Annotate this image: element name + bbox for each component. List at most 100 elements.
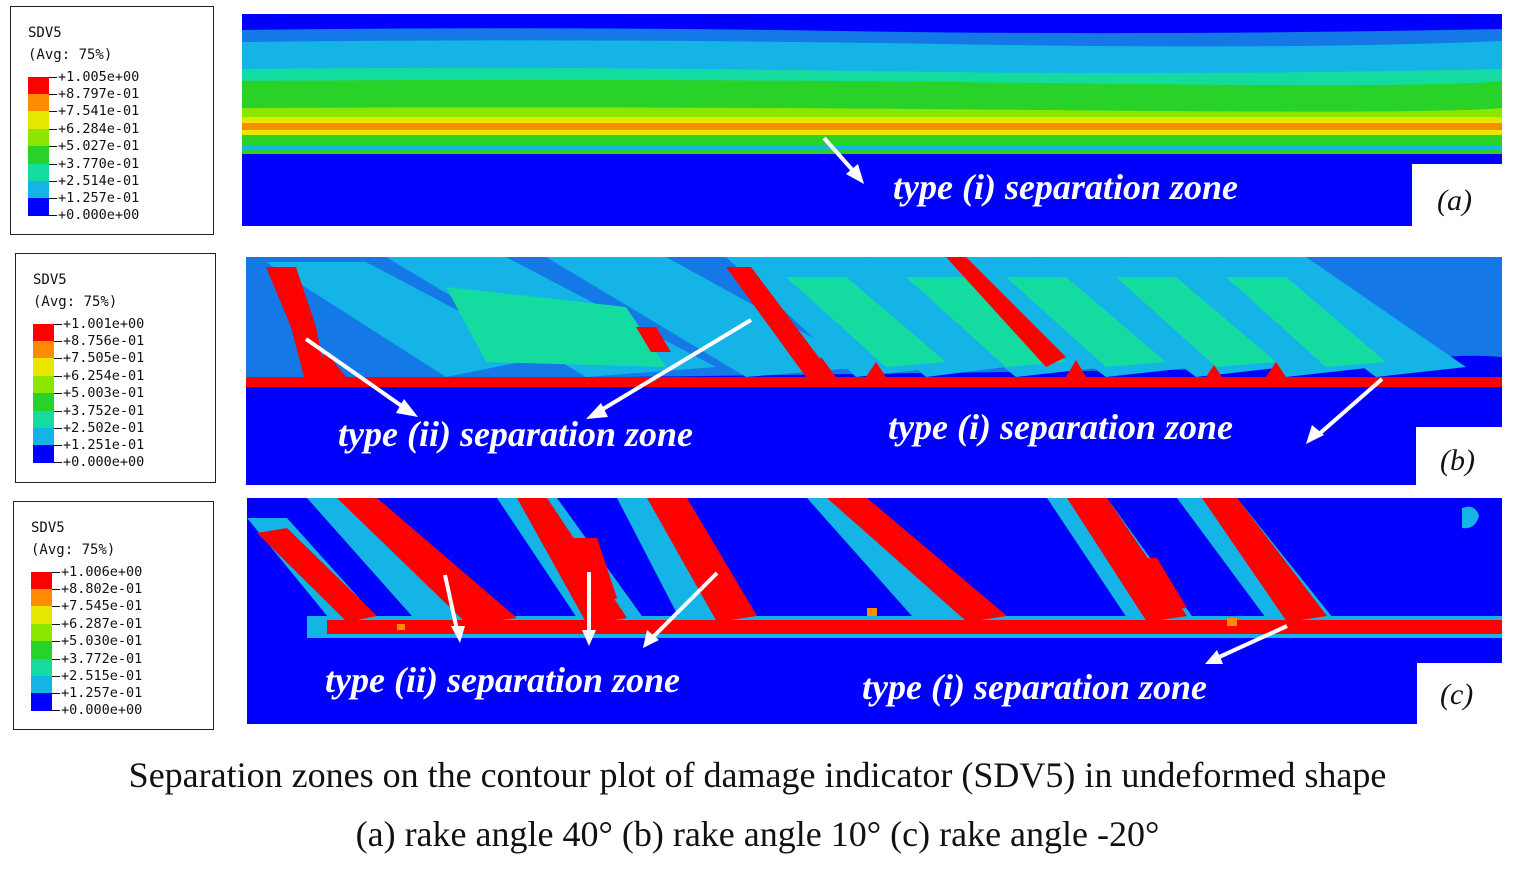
legend-swatch	[31, 589, 52, 606]
legend-value: +3.770e-01	[58, 156, 140, 172]
legend-tick	[49, 198, 57, 199]
legend-tick	[54, 358, 62, 359]
legend-title: SDV5	[28, 25, 62, 41]
panel-tag-c: (c)	[1440, 678, 1474, 711]
legend-tick	[52, 589, 60, 590]
legend-tick	[52, 659, 60, 660]
annotation-type-ii-b: type (ii) separation zone	[338, 414, 693, 454]
legend-value: +2.514e-01	[58, 173, 140, 189]
legend-value: +7.545e-01	[61, 598, 143, 614]
legend-swatch	[28, 181, 49, 198]
contour-plot-b	[246, 257, 1502, 485]
legend-tick	[54, 393, 62, 394]
legend-tick	[52, 624, 60, 625]
legend-value: +1.251e-01	[63, 437, 145, 453]
legend-value: +0.000e+00	[58, 207, 140, 223]
legend-tick	[54, 376, 62, 377]
legend-tick	[54, 428, 62, 429]
legend-value: +0.000e+00	[61, 702, 143, 718]
legend-swatch	[31, 676, 52, 693]
contour-plot-b-image	[246, 257, 1502, 485]
legend-value: +8.756e-01	[63, 333, 145, 349]
legend-tick	[49, 181, 57, 182]
legend-swatch	[28, 77, 49, 94]
legend-tick	[49, 146, 57, 147]
legend-swatch	[33, 393, 54, 411]
legend-color-bar	[33, 324, 54, 463]
legend-title: SDV5	[33, 272, 67, 288]
legend-swatch	[31, 659, 52, 676]
legend-value: +2.515e-01	[61, 668, 143, 684]
figure-caption-line-2: (a) rake angle 40° (b) rake angle 10° (c…	[355, 814, 1160, 854]
legend-tick	[49, 129, 57, 130]
annotation-type-ii-c: type (ii) separation zone	[325, 660, 680, 700]
legend-tick	[54, 445, 62, 446]
legend-swatch	[31, 693, 52, 711]
legend-a: SDV5 (Avg: 75%) +1.005e+00 +8.797e-01 +7…	[10, 6, 214, 235]
contour-plot-a-image	[242, 14, 1502, 226]
legend-tick	[49, 94, 57, 95]
legend-color-bar	[31, 572, 52, 711]
legend-tick	[52, 572, 60, 573]
legend-b: SDV5 (Avg: 75%) +1.001e+00 +8.756e-01 +7…	[15, 253, 216, 483]
legend-swatch	[33, 445, 54, 463]
legend-swatch	[28, 129, 49, 146]
legend-tick	[54, 341, 62, 342]
legend-value: +5.030e-01	[61, 633, 143, 649]
legend-tick	[52, 710, 60, 711]
legend-tick	[52, 641, 60, 642]
legend-tick	[49, 215, 57, 216]
legend-value: +5.027e-01	[58, 138, 140, 154]
legend-value: +6.254e-01	[63, 368, 145, 384]
legend-value: +6.287e-01	[61, 616, 143, 632]
legend-swatch	[28, 198, 49, 216]
legend-value: +3.772e-01	[61, 651, 143, 667]
legend-value: +5.003e-01	[63, 385, 145, 401]
legend-tick	[49, 164, 57, 165]
legend-swatch	[31, 606, 52, 624]
legend-tick	[52, 693, 60, 694]
legend-value: +7.541e-01	[58, 103, 140, 119]
legend-swatch	[33, 358, 54, 376]
legend-value: +3.752e-01	[63, 403, 145, 419]
panel-tag-b: (b)	[1440, 444, 1475, 477]
legend-subtitle: (Avg: 75%)	[28, 47, 113, 63]
legend-value: +1.257e-01	[58, 190, 140, 206]
legend-tick	[52, 676, 60, 677]
legend-color-bar	[28, 77, 49, 216]
annotation-type-i-c: type (i) separation zone	[862, 667, 1207, 707]
figure-caption-line-1: Separation zones on the contour plot of …	[128, 755, 1387, 795]
legend-tick	[49, 77, 57, 78]
legend-swatch	[28, 164, 49, 181]
legend-value: +6.284e-01	[58, 121, 140, 137]
contour-plot-c	[247, 498, 1502, 724]
legend-swatch	[33, 341, 54, 358]
legend-tick	[49, 111, 57, 112]
legend-subtitle: (Avg: 75%)	[31, 542, 116, 558]
contour-plot-a	[242, 14, 1502, 226]
annotation-type-i-b: type (i) separation zone	[888, 407, 1233, 447]
legend-swatch	[33, 428, 54, 445]
legend-subtitle: (Avg: 75%)	[33, 294, 118, 310]
annotation-type-i-a: type (i) separation zone	[893, 167, 1238, 207]
legend-value: +2.502e-01	[63, 420, 145, 436]
legend-swatch	[33, 411, 54, 428]
legend-swatch	[33, 324, 54, 341]
legend-value: +1.005e+00	[58, 69, 140, 85]
legend-tick	[54, 411, 62, 412]
contour-plot-c-image	[247, 498, 1502, 724]
legend-tick	[54, 324, 62, 325]
legend-swatch	[31, 641, 52, 659]
legend-swatch	[28, 111, 49, 129]
legend-tick	[52, 606, 60, 607]
legend-swatch	[33, 376, 54, 393]
panel-tag-a: (a)	[1437, 184, 1472, 217]
legend-value: +8.802e-01	[61, 581, 143, 597]
legend-tick	[54, 462, 62, 463]
legend-swatch	[31, 624, 52, 641]
legend-value: +1.257e-01	[61, 685, 143, 701]
legend-c: SDV5 (Avg: 75%) +1.006e+00 +8.802e-01 +7…	[13, 501, 214, 730]
legend-value: +1.001e+00	[63, 316, 145, 332]
legend-value: +8.797e-01	[58, 86, 140, 102]
legend-title: SDV5	[31, 520, 65, 536]
